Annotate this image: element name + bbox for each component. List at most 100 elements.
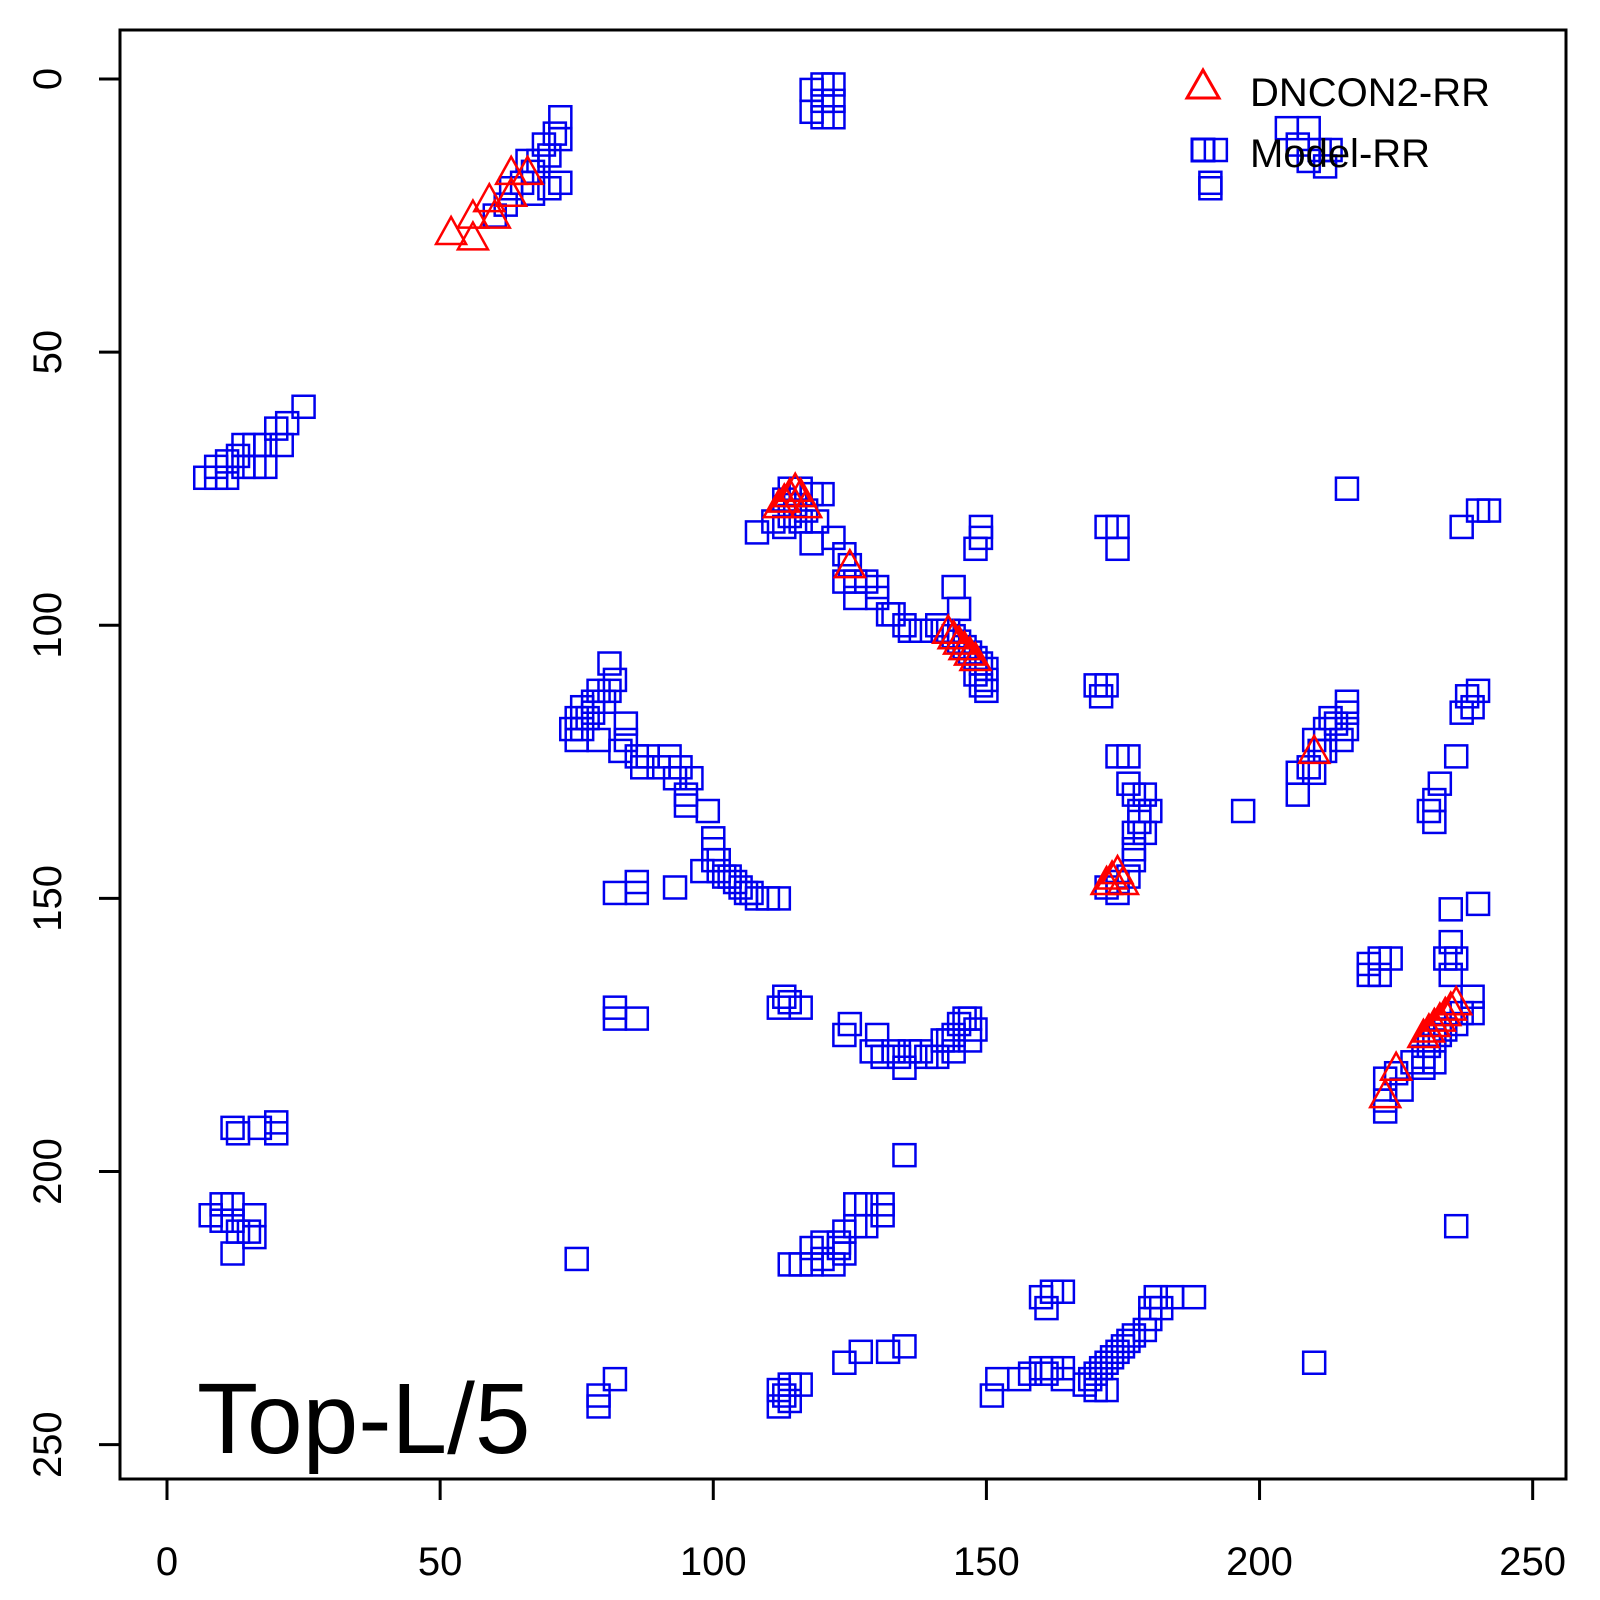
model-rr-point (1465, 891, 1491, 917)
y-tick-label: 100 (26, 592, 70, 659)
model-rr-point (624, 869, 650, 895)
model-rr-point (220, 1115, 245, 1141)
model-rr-point (1034, 1295, 1059, 1321)
legend: DNCON2-RR Model-RR (1184, 66, 1490, 176)
dncon2-rr-point (936, 618, 971, 650)
model-rr-point (1449, 700, 1474, 725)
model-rr-point (946, 596, 972, 622)
model-rr-point (875, 1339, 901, 1365)
dncon2-rr-point (1417, 1006, 1452, 1038)
model-rr-point (242, 1224, 267, 1250)
model-rr-point (220, 1241, 245, 1266)
y-tick-label: 0 (26, 68, 70, 90)
dncon2-rr-point (494, 176, 529, 207)
model-rr-point (1116, 744, 1141, 769)
model-rr-point (1203, 137, 1229, 163)
model-rr-point (1443, 1213, 1469, 1239)
model-rr-point (1301, 727, 1327, 753)
model-rr-point (974, 678, 999, 704)
model-rr-point (1088, 684, 1114, 709)
model-rr-point (264, 1121, 289, 1146)
dncon2-rr-point (1368, 1077, 1403, 1109)
dncon2-rr-point (767, 482, 802, 513)
dncon2-rr-point (778, 471, 813, 502)
dncon2-rr-point (1439, 984, 1474, 1016)
model-rr-point (1034, 1361, 1059, 1386)
model-rr-point (832, 1022, 857, 1048)
model-rr-point (624, 1006, 650, 1031)
model-rr-point (1198, 170, 1223, 196)
model-rr-point (832, 1241, 857, 1266)
model-rr-point (564, 1246, 589, 1272)
model-rr-point (1285, 782, 1311, 807)
dncon2-rr-point (433, 214, 469, 246)
x-tick-label: 150 (953, 1540, 1020, 1584)
dncon2-rr-point (952, 635, 988, 666)
model-rr-point (941, 1039, 966, 1064)
model-rr-point (690, 858, 715, 884)
model-rr-point (1449, 514, 1474, 540)
model-rr-point (979, 1383, 1005, 1408)
dncon2-rr-point (1378, 1050, 1414, 1082)
model-rr-point (1465, 498, 1491, 523)
model-rr-point (1427, 771, 1453, 796)
legend-label-dncon2-rr: DNCON2-RR (1250, 71, 1490, 115)
model-rr-point (291, 394, 316, 420)
axes: 0 50 100 150 200 250 0 50 100 150 200 250 (26, 68, 1566, 1584)
model-rr-point (214, 465, 240, 491)
dncon2-rr-point (931, 613, 966, 644)
model-rr-point (242, 1203, 267, 1228)
x-tick-label: 0 (156, 1540, 178, 1584)
model-rr-point (1121, 847, 1147, 873)
model-rr-point (766, 886, 792, 911)
model-rr-point (777, 1252, 803, 1277)
model-rr-point (788, 995, 813, 1020)
x-tick-label: 100 (680, 1540, 747, 1584)
model-rr-point (1301, 760, 1327, 786)
chart-annotation: Top-L/5 (197, 1363, 531, 1475)
model-rr-point (1334, 700, 1360, 725)
plot-frame (118, 28, 1568, 1481)
model-rr-point (1301, 1350, 1327, 1375)
model-rr-point (548, 104, 573, 130)
dncon2-rr-point (1433, 990, 1468, 1021)
legend-marker-model-rr (1190, 137, 1216, 163)
model-rr-point (985, 1366, 1010, 1392)
dncon2-rr-point (789, 487, 824, 519)
model-rr-point (630, 755, 655, 780)
y-tick-label: 150 (26, 865, 70, 932)
model-rr-point (608, 738, 633, 764)
model-rr-point (1438, 897, 1463, 922)
dncon2-rr-point (958, 640, 993, 672)
model-rr-point (892, 1334, 917, 1359)
model-rr-point (679, 765, 704, 791)
model-rr-point (821, 104, 846, 130)
model-rr-point (864, 574, 890, 600)
model-rr-point (1443, 744, 1469, 769)
model-rr-point (881, 602, 906, 627)
model-rr-point (1433, 946, 1458, 971)
x-tick-label: 200 (1226, 1540, 1293, 1584)
dncon2-rr-point (1428, 995, 1463, 1027)
model-rr-point (1105, 536, 1130, 562)
model-rr-point (968, 673, 994, 698)
dncon2-rr-point (1422, 1001, 1457, 1032)
model-rr-point (864, 1022, 890, 1048)
dncon2-rr-point (1406, 1017, 1441, 1049)
model-rr-point (1132, 782, 1158, 807)
model-rr-point (236, 1219, 262, 1244)
model-rr-point (269, 432, 294, 458)
dncon2-rr-point (832, 547, 867, 579)
model-rr-point (1438, 929, 1463, 955)
model-rr-point (744, 520, 770, 545)
y-tick-label: 200 (26, 1138, 70, 1205)
dncon2-rr-point (1105, 864, 1141, 896)
model-rr-point (892, 1142, 917, 1168)
model-rr-point (1312, 154, 1338, 179)
model-rr-point (799, 531, 824, 556)
dncon2-rr-point (1411, 1011, 1447, 1043)
model-rr-point (1050, 1366, 1076, 1392)
model-rr-point (1334, 476, 1360, 501)
model-rr-point (662, 875, 688, 900)
